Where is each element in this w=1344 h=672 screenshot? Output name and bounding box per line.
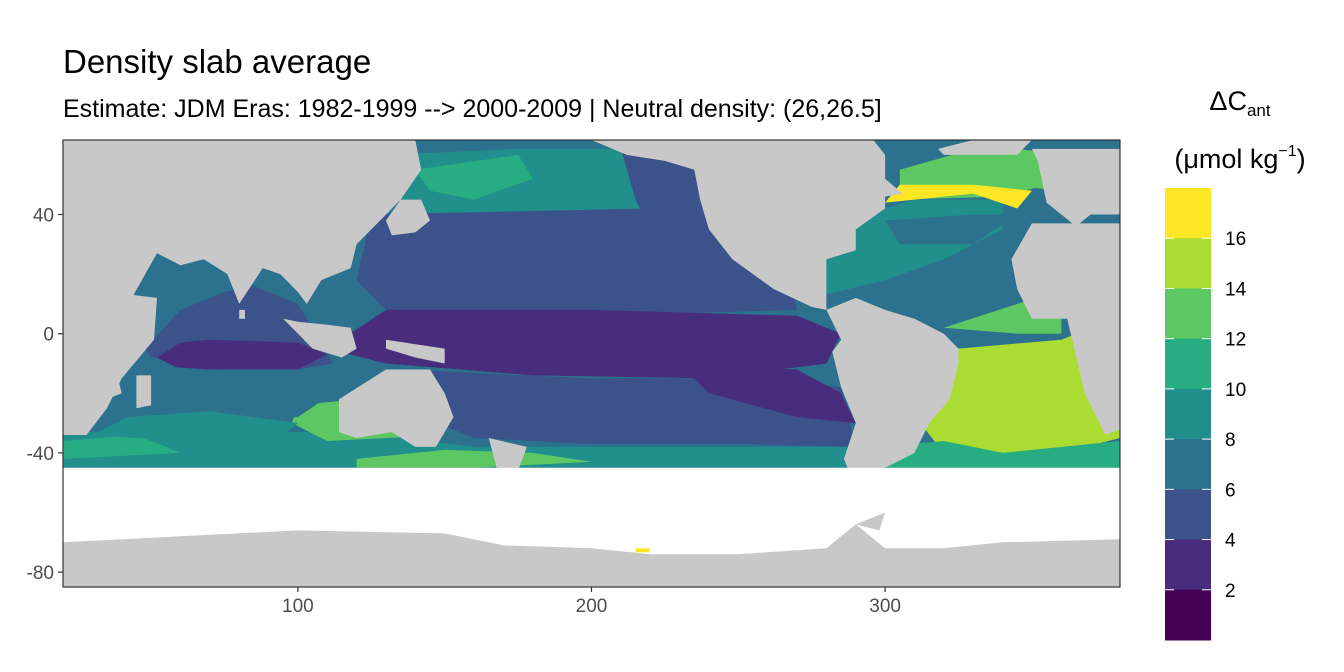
bering-high [415,154,533,200]
map-layers [63,140,1120,587]
land-masses [63,140,1120,498]
south-america [826,297,959,498]
y-tick-label: -80 [27,563,54,584]
tasman-high [356,449,592,468]
colorbar-label: 10 [1225,380,1246,401]
chart-title: Density slab average [63,43,372,80]
antarctic-shelf-high [635,548,650,553]
no-data-band [63,467,1120,587]
x-axis: 100 200 300 [282,587,901,617]
colorbar-label: 12 [1225,330,1246,351]
agulhas-band [63,435,181,459]
japan [386,199,430,236]
colorbar-bin [1165,338,1211,390]
equatorial-pacific [327,309,842,379]
sri-lanka [239,309,245,319]
x-tick-label: 300 [869,596,901,617]
chart-subtitle: Estimate: JDM Eras: 1982-1999 --> 2000-2… [63,95,882,123]
north-america [591,140,903,310]
sargasso [885,214,1018,245]
eurasia-africa [63,140,422,435]
colorbar-bin [1165,388,1211,440]
colorbar-labels: 16 14 12 10 8 6 4 2 [1165,229,1247,602]
map-panel [62,139,1121,588]
y-tick-label: 40 [33,206,54,227]
antarctica [63,524,1120,587]
indian-equatorial [157,339,328,370]
colorbar-label: 2 [1225,581,1236,602]
colorbar-bin [1165,589,1211,641]
colorbar-bin [1165,539,1211,591]
colorbar-bin [1165,238,1211,289]
colorbar-label: 14 [1225,279,1247,300]
colorbar [1165,188,1211,641]
southern-band [63,432,856,468]
y-axis: 40 0 -40 -80 [27,206,63,584]
x-tick-label: 200 [576,596,608,617]
south-indian [92,363,334,424]
colorbar-label: 4 [1225,531,1236,552]
africa-south-east [92,369,122,400]
australia [339,369,454,447]
colorbar-label: 16 [1225,229,1246,250]
new-zealand [488,438,527,471]
colorbar-bin [1165,489,1211,541]
colorbar-bin [1165,188,1211,239]
madagascar [136,375,152,409]
x-tick-label: 100 [282,596,314,617]
south-atlantic [920,318,1120,453]
europe-east [1031,148,1120,227]
new-guinea [386,339,445,364]
colorbar-bin [1165,439,1211,490]
colorbar-bin [1165,288,1211,340]
legend-title: ΔCant [1209,86,1271,120]
indonesia-west [283,318,357,358]
colorbar-label: 6 [1225,480,1236,501]
legend-units: (μmol kg−1) [1174,143,1306,174]
antarctic-peninsula [855,512,886,531]
south-indian-south [92,411,298,441]
colorbar-label: 8 [1225,430,1236,451]
africa-east-edge [1011,223,1120,435]
y-tick-label: -40 [27,444,54,465]
y-tick-label: 0 [43,325,54,346]
south-atlantic-south [885,441,1120,468]
subpolar-yellow [885,184,1032,209]
south-pacific-low [679,363,856,424]
greenland-tip [938,140,1032,155]
